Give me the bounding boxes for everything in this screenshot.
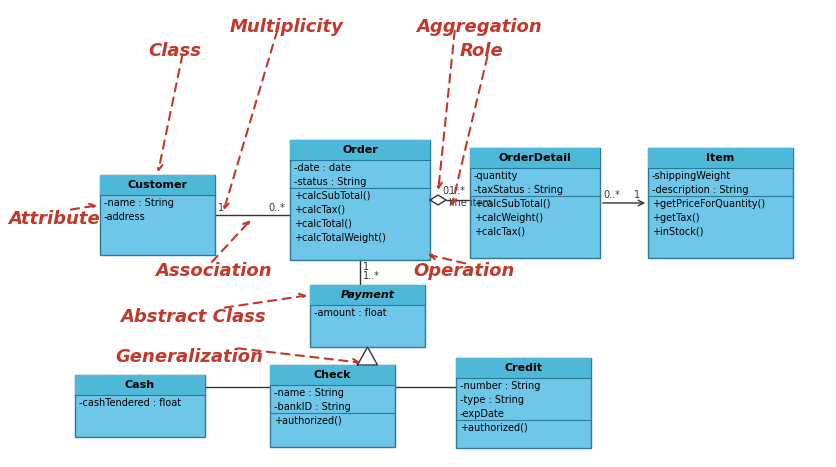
Text: OrderDetail: OrderDetail [498, 153, 571, 163]
Text: Customer: Customer [128, 180, 187, 190]
Text: +calcWeight(): +calcWeight() [474, 212, 543, 223]
Text: -cashTendered : float: -cashTendered : float [79, 398, 181, 408]
Text: 1..*: 1..* [363, 271, 380, 281]
Bar [270, 365, 395, 447]
Text: Role: Role [460, 42, 504, 60]
Bar [75, 375, 205, 437]
Text: 1..*: 1..* [449, 186, 466, 196]
Text: +authorized(): +authorized() [460, 423, 528, 433]
Bar [100, 175, 215, 195]
Polygon shape [430, 195, 446, 205]
Text: +authorized(): +authorized() [274, 416, 342, 426]
Text: -amount : float: -amount : float [314, 308, 386, 318]
Bar [310, 285, 425, 305]
Bar [310, 285, 425, 347]
Bar [648, 148, 793, 168]
Text: +calcSubTotal(): +calcSubTotal() [474, 198, 550, 209]
Text: -type : String: -type : String [460, 395, 524, 405]
Bar [470, 148, 600, 258]
Text: Check: Check [314, 370, 351, 380]
Text: +getPriceForQuantity(): +getPriceForQuantity() [652, 198, 765, 209]
Bar [648, 148, 793, 258]
Text: +calcTax(): +calcTax() [294, 205, 345, 215]
Text: -date : date: -date : date [294, 163, 351, 173]
Bar [470, 148, 600, 168]
Text: Order: Order [342, 145, 378, 155]
Text: Payment: Payment [340, 290, 395, 300]
Text: Generalization: Generalization [115, 348, 263, 366]
Text: Cash: Cash [125, 380, 155, 390]
Text: -taxStatus : String: -taxStatus : String [474, 185, 563, 195]
Text: 0..*: 0..* [268, 203, 285, 213]
Text: -name : String: -name : String [274, 388, 344, 398]
Text: 1: 1 [634, 190, 640, 200]
Bar [290, 140, 430, 260]
Bar [456, 358, 591, 448]
Text: -shippingWeight: -shippingWeight [652, 171, 732, 181]
Bar [456, 358, 591, 378]
Text: 0..*: 0..* [442, 186, 459, 196]
Text: -bankID : String: -bankID : String [274, 402, 351, 412]
Text: Credit: Credit [504, 363, 543, 373]
Text: 1: 1 [218, 203, 224, 213]
Bar [100, 175, 215, 255]
Polygon shape [358, 347, 378, 365]
Bar [75, 375, 205, 395]
Text: -address: -address [104, 212, 145, 222]
Text: +calcTotalWeight(): +calcTotalWeight() [294, 233, 386, 243]
Text: 0..*: 0..* [603, 190, 619, 200]
Text: Operation: Operation [413, 262, 514, 280]
Text: -quantity: -quantity [474, 171, 518, 181]
Text: +getTax(): +getTax() [652, 212, 700, 223]
Text: -name : String: -name : String [104, 198, 174, 208]
Text: Association: Association [155, 262, 272, 280]
Text: line item: line item [449, 198, 492, 208]
Text: -description : String: -description : String [652, 185, 748, 195]
Text: Item: Item [706, 153, 735, 163]
Bar [270, 365, 395, 385]
Text: +calcSubTotal(): +calcSubTotal() [294, 191, 370, 201]
Text: -expDate: -expDate [460, 409, 505, 419]
Text: Attribute: Attribute [8, 210, 99, 228]
Text: +inStock(): +inStock() [652, 226, 704, 237]
Text: +calcTotal(): +calcTotal() [294, 219, 352, 229]
Text: -number : String: -number : String [460, 381, 540, 391]
Text: -status : String: -status : String [294, 177, 366, 187]
Text: Abstract Class: Abstract Class [120, 308, 266, 326]
Bar [290, 140, 430, 160]
Text: Aggregation: Aggregation [416, 18, 542, 36]
Text: Class: Class [148, 42, 201, 60]
Text: +calcTax(): +calcTax() [474, 226, 525, 237]
Text: 1: 1 [363, 262, 370, 272]
Text: Multiplicity: Multiplicity [230, 18, 344, 36]
